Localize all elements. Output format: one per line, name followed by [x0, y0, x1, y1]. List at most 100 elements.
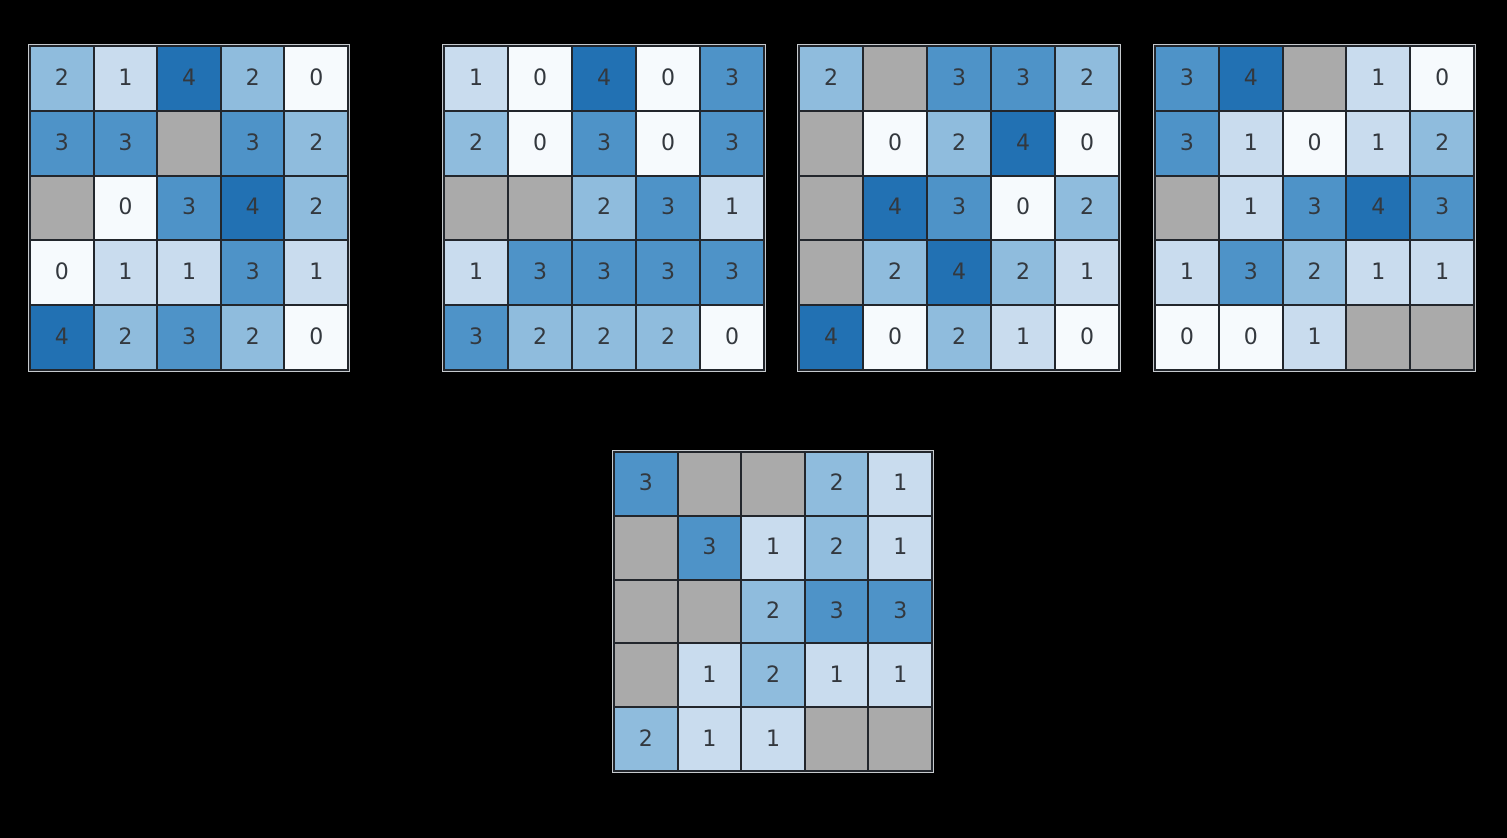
heatmap-cell: 1: [94, 241, 157, 305]
heatmap-cell: 3: [928, 176, 990, 240]
heatmap-cell: 3: [678, 516, 741, 579]
heatmap-cell: 2: [615, 708, 677, 770]
heatmap-cell: 2: [928, 111, 990, 175]
heatmap-cell: 1: [742, 708, 804, 770]
heatmap-cell: 3: [615, 453, 677, 515]
heatmap-cell-masked: [800, 176, 862, 240]
heatmap-cell: 2: [285, 111, 347, 175]
heatmap-cell: 3: [221, 111, 284, 175]
heatmap-cell: 3: [637, 176, 699, 240]
heatmap-cell: 3: [94, 111, 157, 175]
heatmap-cell: 4: [1219, 47, 1282, 110]
heatmap-cell: 0: [1283, 111, 1346, 175]
heatmap-cell: 2: [573, 306, 635, 369]
heatmap-cell: 1: [869, 516, 931, 579]
heatmap-cell: 2: [1283, 241, 1346, 305]
heatmap-cell: 2: [1056, 176, 1118, 240]
heatmap-cell: 1: [869, 453, 931, 515]
heatmap-cell: 3: [1283, 176, 1346, 240]
heatmap-cell-masked: [31, 176, 93, 240]
heatmap-cell-masked: [805, 708, 868, 770]
heatmap-cell: 1: [701, 176, 763, 240]
heatmap-cell: 0: [31, 241, 93, 305]
heatmap-cell: 3: [992, 47, 1054, 110]
heatmap-cell: 1: [1219, 176, 1282, 240]
heatmap-cell: 1: [1056, 241, 1118, 305]
heatmap-cell: 1: [1347, 47, 1410, 110]
heatmap-cell: 1: [678, 644, 741, 707]
heatmap-cell: 0: [1056, 306, 1118, 369]
heatmap-cell: 4: [1347, 176, 1410, 240]
heatmap-cell: 3: [805, 580, 868, 643]
heatmap-cell: 0: [864, 306, 926, 369]
heatmap-cell: 3: [928, 47, 990, 110]
heatmap-cell: 2: [742, 580, 804, 643]
heatmap-cell: 2: [742, 644, 804, 707]
heatmap-cell: 2: [992, 241, 1054, 305]
heatmap-cell: 0: [637, 47, 699, 110]
heatmap-cell: 0: [285, 47, 347, 110]
heatmap-cell: 4: [31, 306, 93, 369]
heatmap-cell: 2: [928, 306, 990, 369]
heatmap-cell-masked: [678, 580, 741, 643]
heatmap-cell: 0: [1411, 47, 1473, 110]
heatmap-cell: 2: [94, 306, 157, 369]
heatmap-cell: 1: [1219, 111, 1282, 175]
heatmap-cell: 4: [158, 47, 220, 110]
heatmap-cell: 2: [864, 241, 926, 305]
heatmap-cell: 4: [928, 241, 990, 305]
heatmap-cell-masked: [158, 111, 220, 175]
heatmap-cell-masked: [678, 453, 741, 515]
heatmap-cell: 3: [158, 176, 220, 240]
heatmap-cell: 3: [1156, 111, 1218, 175]
heatmap-cell: 2: [31, 47, 93, 110]
heatmap-cell-masked: [869, 708, 931, 770]
heatmap-cell: 0: [992, 176, 1054, 240]
heatmap-cell: 3: [701, 47, 763, 110]
heatmap-cell: 2: [445, 111, 507, 175]
heatmap-cell: 1: [1347, 241, 1410, 305]
heatmap-cell: 0: [509, 111, 571, 175]
heatmap-cell: 0: [864, 111, 926, 175]
heatmap-cell: 0: [701, 306, 763, 369]
heatmap-cell: 1: [445, 47, 507, 110]
heatmap-cell-masked: [800, 241, 862, 305]
heatmap-cell: 1: [805, 644, 868, 707]
heatmap-cell: 4: [573, 47, 635, 110]
heatmap-cell: 3: [573, 241, 635, 305]
heatmap-cell: 1: [1411, 241, 1473, 305]
heatmap-cell: 1: [992, 306, 1054, 369]
heatmap-cell: 3: [637, 241, 699, 305]
heatmap-cell: 0: [1056, 111, 1118, 175]
heatmap-cell-masked: [615, 516, 677, 579]
heatmap-cell: 1: [1283, 306, 1346, 369]
heatmap-cell-masked: [864, 47, 926, 110]
heatmap-cell-masked: [615, 580, 677, 643]
heatmap-cell: 3: [158, 306, 220, 369]
heatmap-cell: 1: [1347, 111, 1410, 175]
heatmap-cell-masked: [445, 176, 507, 240]
heatmap-cell: 1: [678, 708, 741, 770]
heatmap-cell: 2: [221, 306, 284, 369]
heatmap-cell: 3: [1411, 176, 1473, 240]
heatmap-cell: 4: [800, 306, 862, 369]
heatmap-cell: 3: [701, 111, 763, 175]
heatmap-cell: 1: [94, 47, 157, 110]
heatmap-cell: 4: [992, 111, 1054, 175]
heatmap-cell: 3: [1156, 47, 1218, 110]
heatmap-cell: 0: [637, 111, 699, 175]
heatmap-cell: 2: [805, 453, 868, 515]
heatmap-cell-masked: [1283, 47, 1346, 110]
heatmap-cell-masked: [800, 111, 862, 175]
heatmap-cell: 3: [31, 111, 93, 175]
heatmap-cell: 2: [1056, 47, 1118, 110]
heatmap-cell: 0: [1156, 306, 1218, 369]
heatmap-cell: 1: [158, 241, 220, 305]
heatmap-cell-masked: [1411, 306, 1473, 369]
heatmap-cell: 2: [509, 306, 571, 369]
